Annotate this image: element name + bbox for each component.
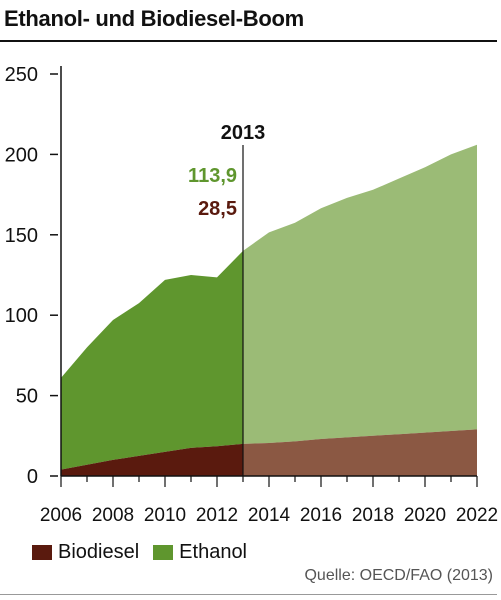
ethanol-area-historic	[61, 250, 243, 470]
chart-title: Ethanol- und Biodiesel-Boom	[4, 6, 304, 31]
x-tick-label: 2020	[404, 505, 446, 526]
chart-legend: Biodiesel Ethanol	[32, 541, 261, 564]
y-tick-label: 50	[16, 386, 38, 408]
source-note: Quelle: OECD/FAO (2013)	[304, 567, 493, 584]
y-tick-label: 200	[5, 144, 38, 166]
legend-label-biodiesel: Biodiesel	[58, 541, 140, 563]
biodiesel-area-projection	[243, 429, 477, 476]
x-tick-label: 2010	[144, 505, 186, 526]
x-tick-label: 2022	[456, 505, 498, 526]
area-chart: 0 50 100 150 200 250 2006 2008 2010 2012 2014 2016 2…	[5, 64, 499, 526]
x-tick-label: 2008	[92, 505, 134, 526]
y-tick-label: 250	[5, 64, 38, 86]
bottom-divider	[0, 594, 497, 595]
legend-item-biodiesel: Biodiesel	[32, 541, 139, 564]
legend-swatch-biodiesel	[32, 545, 52, 560]
ethanol-value-label: 113,9	[188, 165, 237, 187]
biodiesel-value-label: 28,5	[198, 198, 237, 220]
x-tick-label: 2014	[248, 505, 291, 526]
y-tick-label: 100	[5, 305, 38, 327]
y-tick-label: 150	[5, 225, 38, 247]
ethanol-area-projection	[243, 144, 477, 444]
legend-item-ethanol: Ethanol	[153, 541, 247, 564]
legend-swatch-ethanol	[153, 545, 174, 560]
x-tick-label: 2006	[40, 505, 82, 526]
biodiesel-area-historic	[61, 443, 243, 476]
title-divider	[0, 40, 497, 42]
marker-year-label: 2013	[221, 122, 266, 144]
x-tick-label: 2012	[196, 505, 238, 526]
x-tick-label: 2016	[300, 505, 342, 526]
y-tick-label: 0	[27, 466, 38, 488]
legend-label-ethanol: Ethanol	[179, 541, 248, 563]
x-tick-label: 2018	[352, 505, 394, 526]
